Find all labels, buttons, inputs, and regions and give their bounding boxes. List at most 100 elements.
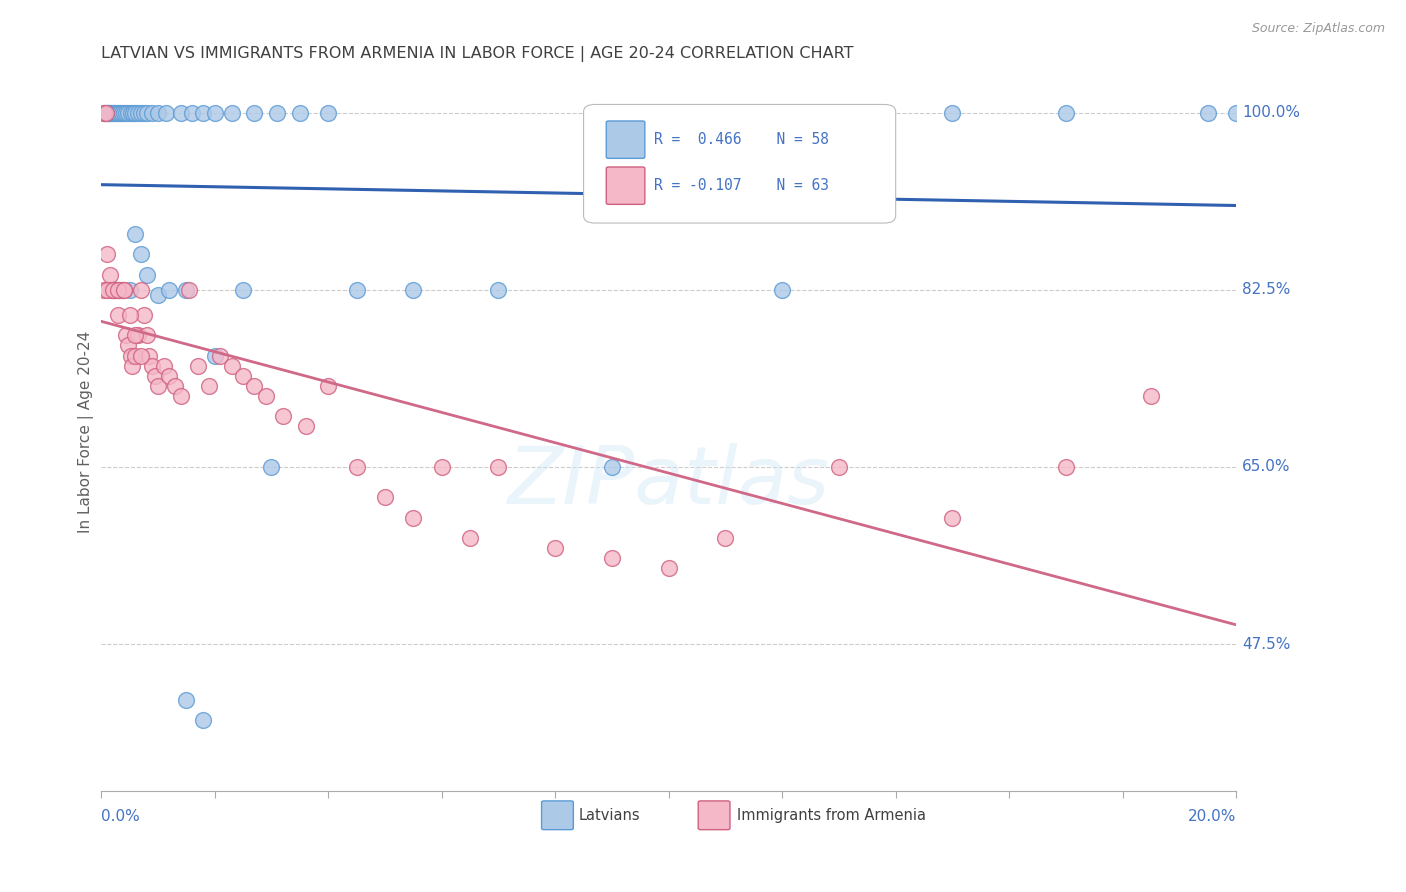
Point <box>107 105 129 120</box>
Text: R =  0.466    N = 58: R = 0.466 N = 58 <box>654 132 830 147</box>
Point <box>179 283 201 297</box>
Point <box>254 389 277 403</box>
Point <box>1054 105 1077 120</box>
Point <box>100 105 122 120</box>
Point <box>141 105 163 120</box>
Point <box>198 379 221 393</box>
Point <box>93 105 115 120</box>
Point <box>107 308 129 322</box>
Point <box>143 368 166 383</box>
Point <box>176 692 198 706</box>
Point <box>232 283 254 297</box>
Point <box>402 283 425 297</box>
Text: 0.0%: 0.0% <box>101 809 141 824</box>
Point <box>209 349 232 363</box>
Point <box>104 283 127 297</box>
Point <box>204 349 226 363</box>
Point <box>402 510 425 524</box>
Point <box>112 105 135 120</box>
Point <box>488 459 510 474</box>
Point <box>112 283 135 297</box>
Point <box>163 379 186 393</box>
Point <box>155 105 177 120</box>
Point <box>111 283 134 297</box>
Point <box>115 328 138 343</box>
Point <box>132 105 155 120</box>
Point <box>98 105 121 120</box>
Point <box>488 283 510 297</box>
Point <box>181 105 204 120</box>
Point <box>124 105 146 120</box>
Point <box>93 283 115 297</box>
Point <box>658 561 681 575</box>
Point <box>138 349 160 363</box>
Point <box>124 328 146 343</box>
Point <box>129 349 152 363</box>
Point <box>1140 389 1163 403</box>
Point <box>132 308 155 322</box>
Point <box>176 283 198 297</box>
Text: 65.0%: 65.0% <box>1241 459 1291 475</box>
Point <box>105 283 128 297</box>
Point <box>243 379 266 393</box>
Point <box>98 105 121 120</box>
Text: R = -0.107    N = 63: R = -0.107 N = 63 <box>654 178 830 194</box>
Point <box>544 541 567 555</box>
Point <box>169 389 191 403</box>
Point <box>101 283 124 297</box>
Point <box>169 105 191 120</box>
Point <box>97 105 120 120</box>
Point <box>152 359 174 373</box>
Text: 20.0%: 20.0% <box>1188 809 1236 824</box>
Point <box>100 283 122 297</box>
Point <box>146 288 169 302</box>
Point <box>1225 105 1247 120</box>
Point <box>271 409 294 424</box>
Point <box>101 105 124 120</box>
Point <box>770 283 793 297</box>
Point <box>157 368 180 383</box>
Point <box>1197 105 1219 120</box>
Point <box>103 105 125 120</box>
Text: ZIPatlas: ZIPatlas <box>508 442 830 521</box>
Point <box>346 283 368 297</box>
Point <box>243 105 266 120</box>
Point <box>108 283 131 297</box>
Point <box>129 105 152 120</box>
Point <box>316 105 339 120</box>
Point <box>135 268 157 282</box>
Point <box>941 510 963 524</box>
Point <box>232 368 254 383</box>
FancyBboxPatch shape <box>606 121 645 159</box>
Point <box>193 105 215 120</box>
Text: 100.0%: 100.0% <box>1241 105 1299 120</box>
Point <box>828 459 851 474</box>
Point <box>115 105 138 120</box>
Point <box>146 105 169 120</box>
Point <box>714 531 737 545</box>
Point <box>135 105 157 120</box>
Point <box>122 105 145 120</box>
Point <box>94 105 117 120</box>
Point <box>108 105 131 120</box>
Point <box>104 105 127 120</box>
FancyBboxPatch shape <box>541 801 574 830</box>
Point <box>120 105 142 120</box>
Point <box>118 308 141 322</box>
Point <box>187 359 209 373</box>
Point <box>105 105 128 120</box>
Point <box>103 283 125 297</box>
Point <box>260 459 283 474</box>
Point <box>98 268 121 282</box>
Point <box>101 283 124 297</box>
Point <box>111 105 134 120</box>
Point <box>430 459 453 474</box>
Point <box>107 283 129 297</box>
Point <box>600 459 623 474</box>
Point <box>107 283 129 297</box>
Point <box>146 379 169 393</box>
Point <box>112 283 135 297</box>
FancyBboxPatch shape <box>583 104 896 223</box>
Text: Immigrants from Armenia: Immigrants from Armenia <box>737 808 925 822</box>
Point <box>121 359 143 373</box>
